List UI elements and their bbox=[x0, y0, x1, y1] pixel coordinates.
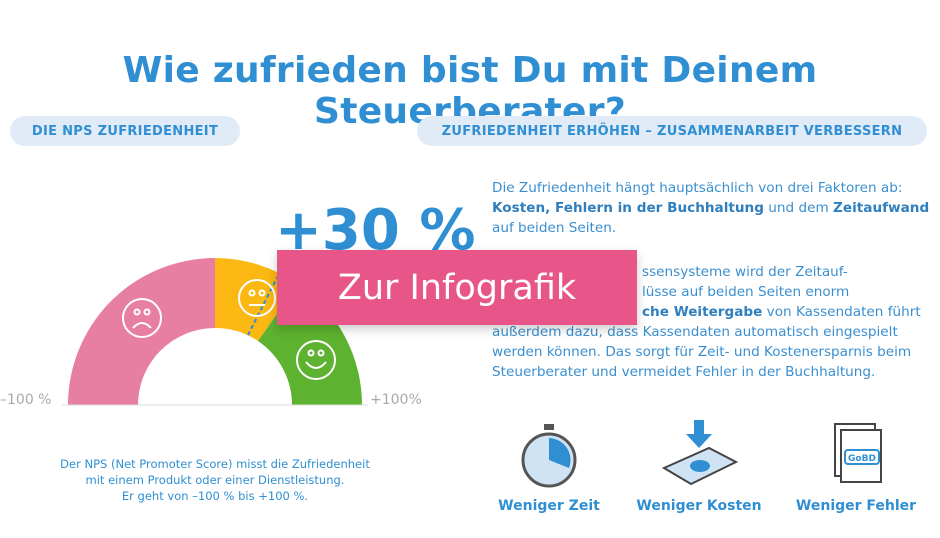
infographic-button[interactable]: Zur Infografik bbox=[277, 250, 637, 325]
feature-less-cost: Weniger Kosten bbox=[624, 420, 774, 514]
gauge-max-label: +100% bbox=[370, 392, 422, 408]
feature-less-time: Weniger Zeit bbox=[474, 420, 624, 514]
stopwatch-icon bbox=[521, 424, 577, 488]
svg-text:GoBD: GoBD bbox=[848, 454, 876, 464]
cash-system-paragraph: ssensysteme wird der Zeitauf- lüsse auf … bbox=[492, 264, 921, 380]
nps-section-label: DIE NPS ZUFRIEDENHEIT bbox=[10, 116, 240, 146]
gauge-min-label: –100 % bbox=[0, 392, 52, 408]
feature-less-errors: GoBD Weniger Fehler bbox=[781, 420, 931, 514]
happy-face-icon bbox=[296, 340, 336, 380]
factors-paragraph: Die Zufriedenheit hängt hauptsächlich vo… bbox=[492, 180, 930, 236]
money-icon bbox=[661, 420, 739, 486]
gobd-document-icon: GoBD bbox=[834, 423, 882, 483]
gauge-negative-segment bbox=[68, 258, 215, 405]
sad-face-icon bbox=[122, 298, 162, 338]
page-title: Wie zufrieden bist Du mit Deinem Steuerb… bbox=[122, 50, 818, 132]
improve-section-label: ZUFRIEDENHEIT ERHÖHEN – ZUSAMMENARBEIT V… bbox=[417, 116, 927, 146]
nps-explanation: Der NPS (Net Promoter Score) misst die Z… bbox=[60, 457, 370, 503]
neutral-face-icon bbox=[238, 279, 276, 317]
